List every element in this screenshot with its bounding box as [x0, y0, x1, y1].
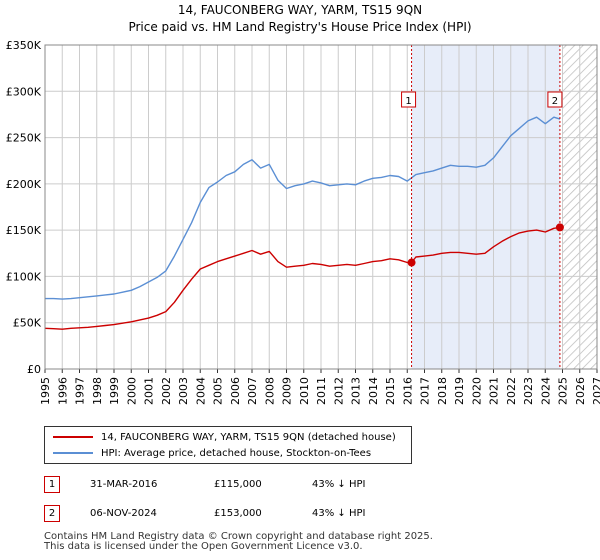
footer-line-2: This data is licensed under the Open Gov… [44, 541, 363, 552]
x-tick-label: 2009 [281, 377, 294, 405]
x-tick-label: 2016 [401, 377, 414, 405]
y-tick-label: £0 [27, 363, 41, 376]
x-tick-label: 1995 [39, 377, 52, 405]
annotation-badge [547, 91, 563, 108]
x-tick-label: 1997 [74, 377, 87, 405]
y-tick-label: £50K [13, 317, 42, 330]
legend-item-property: 14, FAUCONBERG WAY, YARM, TS15 9QN (deta… [53, 429, 396, 445]
sale-marker [407, 258, 416, 267]
annotation-badge-label: 2 [552, 96, 558, 107]
transaction-price: £153,000 [214, 508, 262, 519]
x-tick-label: 2023 [522, 377, 535, 405]
shaded-ownership-period [411, 45, 560, 369]
y-tick-label: £250K [6, 132, 42, 145]
x-tick-label: 2004 [194, 377, 207, 405]
sale-marker [555, 223, 564, 232]
y-tick-label: £350K [6, 39, 42, 52]
x-tick-label: 2021 [488, 377, 501, 405]
x-tick-label: 2002 [160, 377, 173, 405]
footer: Contains HM Land Registry data © Crown c… [44, 532, 433, 552]
legend-hpi-label: HPI: Average price, detached house, Stoc… [101, 447, 372, 459]
x-tick-label: 2000 [125, 377, 138, 405]
legend-red-line-icon [53, 436, 93, 438]
price-chart: 1 2 £0 £50K £100K £150K £200K £250K £300K £350K 1… [6, 39, 600, 405]
x-tick-label: 2015 [384, 377, 397, 405]
x-tick-label: 2018 [436, 377, 449, 405]
x-tick-label: 2007 [246, 377, 259, 405]
transaction-date: 06-NOV-2024 [90, 508, 157, 519]
x-tick-label: 2012 [332, 377, 345, 405]
x-tick-label: 2005 [212, 377, 225, 405]
x-tick-label: 2011 [315, 377, 328, 405]
y-tick-label: £200K [6, 178, 42, 191]
legend-property-label: 14, FAUCONBERG WAY, YARM, TS15 9QN (deta… [101, 431, 396, 443]
x-tick-label: 2001 [143, 377, 156, 405]
chart-subtitle: Price paid vs. HM Land Registry's House … [128, 20, 472, 34]
x-tick-label: 2026 [574, 377, 587, 405]
footer-line-1: Contains HM Land Registry data © Crown c… [44, 531, 433, 542]
transaction-row: 1 31-MAR-2016 £115,000 43% ↓ HPI [44, 476, 544, 494]
y-tick-label: £150K [6, 224, 42, 237]
x-tick-label: 2010 [298, 377, 311, 405]
x-tick-label: 2006 [229, 377, 242, 405]
annotation-badge-label: 1 [405, 96, 411, 107]
property-price-line [44, 226, 561, 330]
x-tick-label: 2027 [591, 377, 600, 405]
annotation-badge [401, 91, 417, 108]
x-tick-label: 1999 [108, 377, 121, 405]
transaction-hpi-diff: 43% ↓ HPI [312, 479, 366, 490]
plot-border [44, 44, 598, 370]
y-tick-label: £300K [6, 85, 42, 98]
transaction-badge: 2 [44, 505, 60, 522]
x-tick-label: 2019 [453, 377, 466, 405]
x-tick-label: 2025 [557, 377, 570, 405]
x-tick-label: 2024 [539, 377, 552, 405]
transaction-hpi-diff: 43% ↓ HPI [312, 508, 366, 519]
x-tick-label: 1996 [56, 377, 69, 405]
x-tick-label: 2022 [505, 377, 518, 405]
transaction-row: 2 06-NOV-2024 £153,000 43% ↓ HPI [44, 505, 544, 523]
chart-title: 14, FAUCONBERG WAY, YARM, TS15 9QN [177, 3, 423, 17]
x-tick-label: 2017 [419, 377, 432, 405]
y-tick-label: £100K [6, 270, 42, 283]
x-tick-label: 2014 [367, 377, 380, 405]
transaction-price: £115,000 [214, 479, 262, 490]
hpi-line [45, 116, 561, 300]
x-tick-label: 2008 [263, 377, 276, 405]
legend-item-hpi: HPI: Average price, detached house, Stoc… [53, 445, 371, 461]
chart-legend: 14, FAUCONBERG WAY, YARM, TS15 9QN (deta… [44, 426, 412, 464]
transaction-badge: 1 [44, 476, 60, 493]
transaction-date: 31-MAR-2016 [90, 479, 158, 490]
x-tick-label: 2003 [177, 377, 190, 405]
x-tick-label: 2020 [470, 377, 483, 405]
legend-blue-line-icon [53, 452, 93, 454]
x-tick-label: 1998 [91, 377, 104, 405]
x-tick-label: 2013 [350, 377, 363, 405]
